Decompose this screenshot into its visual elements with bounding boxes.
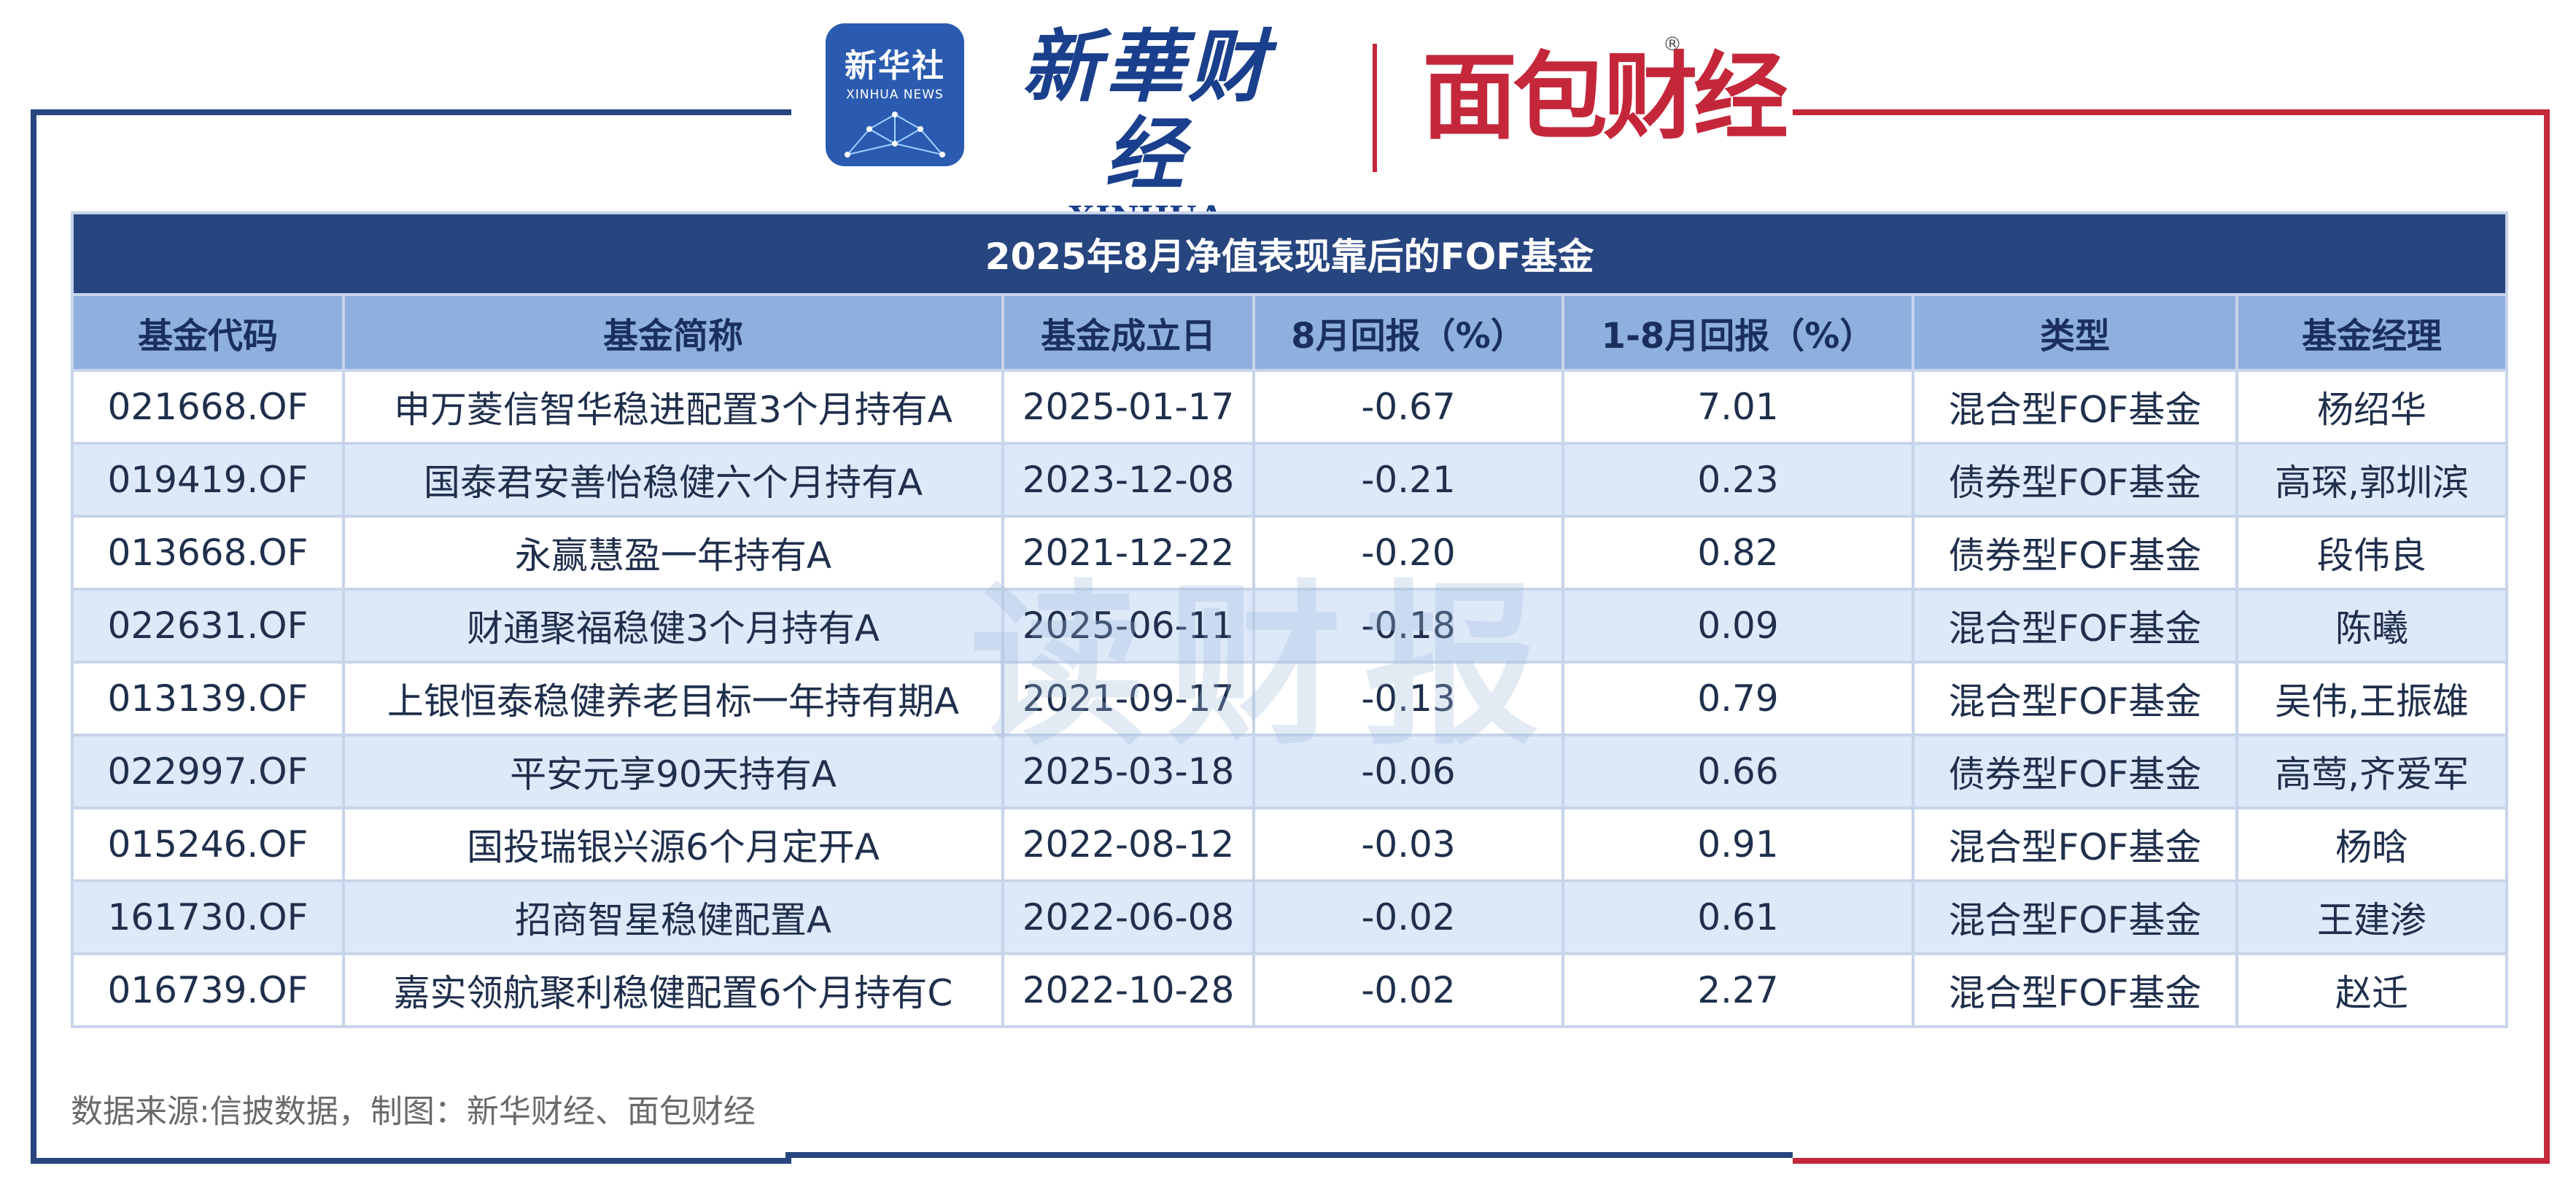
fund-ytd-return: 0.23 <box>1561 442 1914 518</box>
table-row: 161730.OF 招商智星稳健配置A 2022-06-08 -0.02 0.6… <box>71 879 2509 955</box>
fund-name: 平安元享90天持有A <box>342 734 1004 809</box>
fund-type: 债券型FOF基金 <box>1912 442 2238 518</box>
fund-code: 022631.OF <box>71 588 345 664</box>
fund-name: 上银恒泰稳健养老目标一年持有期A <box>342 661 1004 736</box>
fund-code: 013668.OF <box>71 515 345 591</box>
fund-aug-return: -0.67 <box>1252 369 1564 445</box>
fund-manager: 陈曦 <box>2235 588 2509 664</box>
fund-aug-return: -0.02 <box>1252 879 1564 955</box>
fund-manager: 杨绍华 <box>2235 369 2509 445</box>
table-row: 015246.OF 国投瑞银兴源6个月定开A 2022-08-12 -0.03 … <box>71 806 2509 882</box>
network-globe-icon <box>845 112 945 158</box>
fund-aug-return: -0.20 <box>1252 515 1564 591</box>
fund-aug-return: -0.02 <box>1252 952 1564 1028</box>
fund-code: 016739.OF <box>71 952 345 1028</box>
fund-aug-return: -0.06 <box>1252 734 1564 809</box>
fund-code: 013139.OF <box>71 661 345 736</box>
fund-ytd-return: 0.82 <box>1561 515 1914 591</box>
fund-inception: 2025-03-18 <box>1001 734 1255 809</box>
fund-aug-return: -0.21 <box>1252 442 1564 518</box>
col-header-aug-return: 8月回报（%） <box>1252 293 1564 372</box>
fund-code: 015246.OF <box>71 806 345 882</box>
fund-type: 混合型FOF基金 <box>1912 952 2238 1028</box>
table-header-row: 基金代码 基金简称 基金成立日 8月回报（%） 1-8月回报（%） 类型 基金经… <box>71 293 2509 372</box>
fund-manager: 段伟良 <box>2235 515 2509 591</box>
fund-manager: 高莺,齐爱军 <box>2235 734 2509 809</box>
fund-code: 022997.OF <box>71 734 345 809</box>
fund-name: 招商智星稳健配置A <box>342 879 1004 955</box>
fund-aug-return: -0.03 <box>1252 806 1564 882</box>
fund-name: 国泰君安善怡稳健六个月持有A <box>342 442 1004 518</box>
fund-inception: 2025-06-11 <box>1001 588 1255 664</box>
table-row: 021668.OF 申万菱信智华稳进配置3个月持有A 2025-01-17 -0… <box>71 369 2509 445</box>
fund-manager: 吴伟,王振雄 <box>2235 661 2509 736</box>
frame-bottom-border <box>785 1152 1793 1158</box>
frame-right-border <box>1793 109 2550 1164</box>
fund-inception: 2022-08-12 <box>1001 806 1255 882</box>
table-row: 022997.OF 平安元享90天持有A 2025-03-18 -0.06 0.… <box>71 734 2509 809</box>
xinhua-badge-en: XINHUA NEWS <box>846 88 944 102</box>
col-header-manager: 基金经理 <box>2235 293 2509 372</box>
fund-ytd-return: 0.66 <box>1561 734 1914 809</box>
fund-aug-return: -0.18 <box>1252 588 1564 664</box>
fund-name: 永赢慧盈一年持有A <box>342 515 1004 591</box>
fund-code: 161730.OF <box>71 879 345 955</box>
xinhua-news-logo: 新华社 XINHUA NEWS <box>826 23 964 166</box>
col-header-name: 基金简称 <box>342 293 1004 372</box>
fund-type: 混合型FOF基金 <box>1912 879 2238 955</box>
fund-code: 021668.OF <box>71 369 345 445</box>
fund-type: 债券型FOF基金 <box>1912 734 2238 809</box>
table-title: 2025年8月净值表现靠后的FOF基金 <box>70 211 2509 296</box>
fund-type: 混合型FOF基金 <box>1912 369 2238 445</box>
fund-inception: 2022-10-28 <box>1001 952 1255 1028</box>
logo-divider <box>1373 44 1377 172</box>
fund-inception: 2025-01-17 <box>1001 369 1255 445</box>
xinhua-finance-cn: 新華财经 <box>1021 21 1271 201</box>
table-row: 022631.OF 财通聚福稳健3个月持有A 2025-06-11 -0.18 … <box>71 588 2509 664</box>
fund-ytd-return: 0.61 <box>1561 879 1914 955</box>
fund-type: 混合型FOF基金 <box>1912 588 2238 664</box>
fund-ytd-return: 2.27 <box>1561 952 1914 1028</box>
fund-manager: 杨晗 <box>2235 806 2509 882</box>
fund-manager: 高琛,郭圳滨 <box>2235 442 2509 518</box>
fund-type: 混合型FOF基金 <box>1912 806 2238 882</box>
fund-code: 019419.OF <box>71 442 345 518</box>
col-header-code: 基金代码 <box>71 293 345 372</box>
fund-inception: 2021-09-17 <box>1001 661 1255 736</box>
fund-name: 嘉实领航聚利稳健配置6个月持有C <box>342 952 1004 1028</box>
fund-ytd-return: 0.91 <box>1561 806 1914 882</box>
fund-aug-return: -0.13 <box>1252 661 1564 736</box>
fund-name: 财通聚福稳健3个月持有A <box>342 588 1004 664</box>
fund-manager: 赵迁 <box>2235 952 2509 1028</box>
fund-ytd-return: 0.79 <box>1561 661 1914 736</box>
fund-ytd-return: 7.01 <box>1561 369 1914 445</box>
table-row: 013668.OF 永赢慧盈一年持有A 2021-12-22 -0.20 0.8… <box>71 515 2509 591</box>
fund-name: 国投瑞银兴源6个月定开A <box>342 806 1004 882</box>
col-header-inception: 基金成立日 <box>1001 293 1255 372</box>
data-source-note: 数据来源:信披数据，制图：新华财经、面包财经 <box>71 1093 756 1130</box>
table-row: 013139.OF 上银恒泰稳健养老目标一年持有期A 2021-09-17 -0… <box>71 661 2509 736</box>
fund-type: 混合型FOF基金 <box>1912 661 2238 736</box>
mianbao-finance-logo: 面包财经 <box>1422 42 1788 152</box>
registered-mark: ® <box>1663 34 1682 55</box>
frame-left-border <box>31 109 791 1164</box>
xinhua-badge-cn: 新华社 <box>845 47 945 85</box>
col-header-type: 类型 <box>1912 293 2238 372</box>
table-row: 016739.OF 嘉实领航聚利稳健配置6个月持有C 2022-10-28 -0… <box>71 952 2509 1028</box>
fund-ytd-return: 0.09 <box>1561 588 1914 664</box>
fof-fund-table: 2025年8月净值表现靠后的FOF基金 基金代码 基金简称 基金成立日 8月回报… <box>70 211 2509 1028</box>
fund-inception: 2023-12-08 <box>1001 442 1255 518</box>
table-row: 019419.OF 国泰君安善怡稳健六个月持有A 2023-12-08 -0.2… <box>71 442 2509 518</box>
fund-name: 申万菱信智华稳进配置3个月持有A <box>342 369 1004 445</box>
fund-manager: 王建渗 <box>2235 879 2509 955</box>
logo-header: 新华社 XINHUA NEWS 新華财经 XINHUA FINANCE 面包财经… <box>795 7 1788 280</box>
fund-inception: 2021-12-22 <box>1001 515 1255 591</box>
fund-inception: 2022-06-08 <box>1001 879 1255 955</box>
fund-type: 债券型FOF基金 <box>1912 515 2238 591</box>
col-header-ytd-return: 1-8月回报（%） <box>1561 293 1914 372</box>
